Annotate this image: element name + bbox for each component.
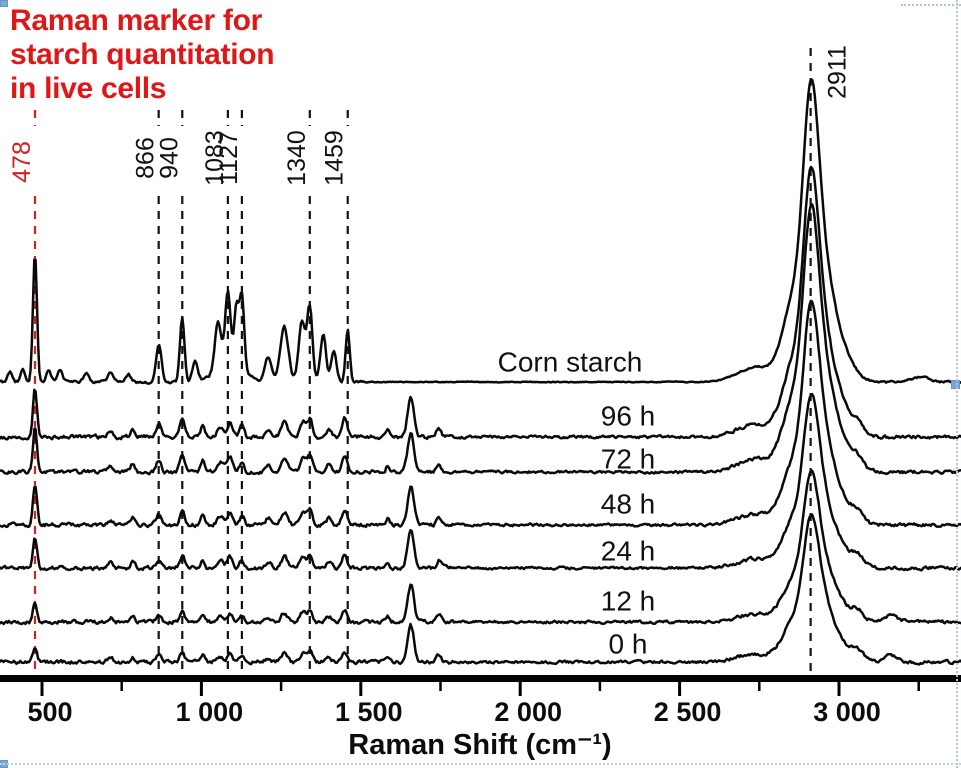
selection-border-right bbox=[956, 0, 958, 768]
x-axis-title: Raman Shift (cm⁻¹) bbox=[348, 729, 611, 761]
peak-marker-label-2911: 2911 bbox=[824, 45, 852, 99]
curve-label-cells_12h: 12 h bbox=[601, 586, 656, 617]
x-axis-line bbox=[0, 675, 961, 682]
x-tick-label-1000: 1 000 bbox=[176, 697, 244, 727]
x-tick-label-3000: 3 000 bbox=[813, 697, 881, 727]
peak-marker-label-1459: 1459 bbox=[321, 130, 349, 186]
x-tick-label-2500: 2 500 bbox=[654, 697, 722, 727]
spectrum-curve-cells_12h bbox=[0, 469, 961, 626]
annotation-line-2: starch quantitation bbox=[10, 38, 275, 71]
annotation-line-1: Raman marker for bbox=[10, 4, 262, 37]
curve-label-cells_0h: 0 h bbox=[609, 629, 648, 660]
curve-label-cells_72h: 72 h bbox=[601, 444, 656, 475]
spectrum-curve-cells_24h bbox=[0, 392, 961, 572]
peak-marker-label-1340: 1340 bbox=[283, 130, 311, 186]
peak-marker-label-478: 478 bbox=[8, 141, 36, 183]
selection-handle-top-left[interactable] bbox=[0, 0, 8, 7]
peak-marker-label-940: 940 bbox=[155, 137, 183, 179]
curve-label-cells_48h: 48 h bbox=[601, 489, 656, 520]
spectrum-curve-corn_starch bbox=[0, 78, 961, 385]
curve-label-cells_24h: 24 h bbox=[601, 536, 656, 567]
selection-border-top bbox=[901, 4, 961, 6]
annotation-title: Raman marker for starch quantitation in … bbox=[10, 4, 275, 106]
x-tick-label-2000: 2 000 bbox=[494, 697, 562, 727]
x-tick-label-1500: 1 500 bbox=[335, 697, 403, 727]
spectrum-curve-cells_48h bbox=[0, 299, 961, 529]
spectrum-curve-cells_96h bbox=[0, 165, 961, 441]
curve-label-cells_96h: 96 h bbox=[601, 401, 656, 432]
spectrum-curve-cells_72h bbox=[0, 203, 961, 476]
x-tick-label-500: 500 bbox=[27, 697, 72, 727]
selection-border-bottom bbox=[0, 763, 961, 765]
curve-label-corn_starch: Corn starch bbox=[498, 347, 643, 378]
peak-marker-label-1127: 1127 bbox=[215, 131, 243, 185]
spectrum-curve-cells_0h bbox=[0, 513, 961, 666]
peak-marker-label-866: 866 bbox=[132, 137, 160, 179]
annotation-line-3: in live cells bbox=[10, 72, 167, 105]
peak-marker-label-1083: 1083 bbox=[201, 130, 229, 186]
selection-handle-middle-right[interactable] bbox=[951, 380, 960, 389]
